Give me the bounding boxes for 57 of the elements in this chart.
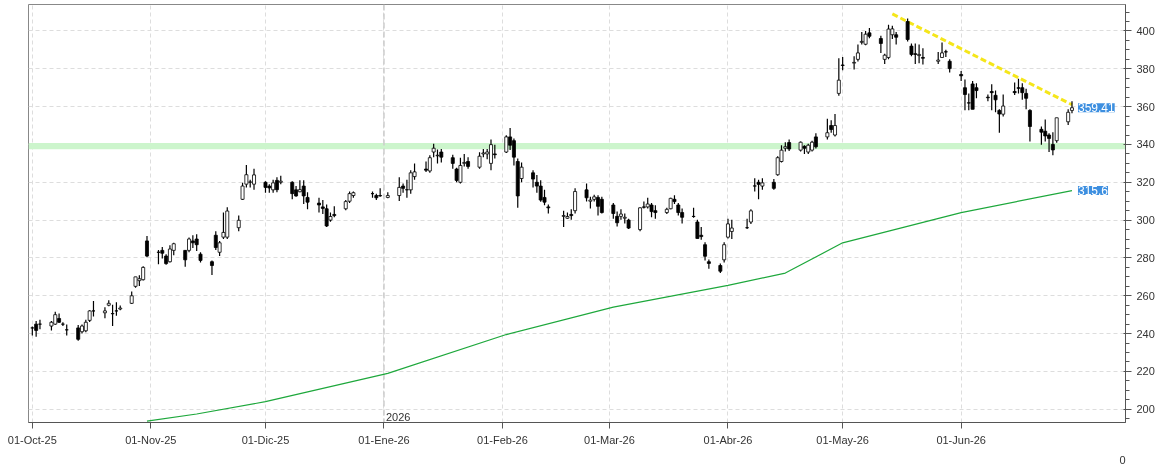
annotation: 359,41	[1077, 101, 1116, 116]
line-series	[146, 190, 1073, 422]
y-tick-label: 360	[1136, 100, 1155, 113]
candlestick	[722, 241, 727, 264]
candlestick	[538, 179, 543, 203]
y-tick-label: 220	[1136, 365, 1155, 378]
candlestick	[110, 304, 115, 327]
candlestick	[917, 43, 922, 64]
candlestick	[1028, 108, 1032, 143]
candlestick	[706, 258, 711, 270]
candlestick	[638, 206, 642, 232]
x-tick-label: 01-Nov-25	[125, 433, 177, 446]
candlestick	[836, 57, 841, 97]
candlestick	[190, 234, 195, 249]
candlestick	[959, 70, 964, 82]
y-tick-label: 320	[1136, 176, 1155, 189]
candlestick	[913, 42, 918, 65]
y-tick-label: 260	[1136, 289, 1155, 302]
candlestick	[703, 241, 707, 262]
y-tick-label: 380	[1136, 62, 1155, 75]
candlestick	[252, 168, 256, 191]
x-tick-label: 01-Oct-25	[7, 433, 57, 446]
candlestick	[680, 207, 685, 225]
candlestick	[38, 319, 42, 330]
x-tick-label: 01-Mar-26	[584, 433, 635, 446]
annotation: 315,6	[1077, 184, 1109, 199]
candlestick	[852, 55, 857, 71]
candlestick	[221, 211, 226, 240]
candlestick	[989, 83, 994, 111]
x-tick-label: 01-Abr-26	[703, 433, 753, 446]
candlestick	[905, 17, 910, 42]
candlestick	[878, 35, 883, 54]
candlestick	[424, 160, 428, 173]
ref-line-label: 2026	[385, 410, 411, 423]
x-tick-label: 01-Jun-26	[936, 433, 986, 446]
candlestick	[103, 306, 107, 319]
candlestick	[301, 179, 306, 205]
candlestick	[489, 138, 493, 171]
candlestick	[963, 78, 967, 111]
candlestick	[317, 197, 321, 214]
candlestick	[210, 259, 214, 276]
x-tick-label: 01-Feb-26	[477, 433, 528, 446]
y-tick-label: 200	[1136, 403, 1155, 416]
candlestick	[297, 179, 302, 193]
x-tick-label: 01-Dic-25	[241, 433, 290, 446]
y-tick-label: 240	[1136, 327, 1155, 340]
y-tick-label: 280	[1136, 251, 1155, 264]
y-tick-label: 300	[1136, 214, 1155, 227]
x-tick-label: 01-May-26	[816, 433, 869, 446]
text: 0	[1119, 453, 1126, 466]
y-tick-label: 340	[1136, 138, 1155, 151]
candlestick	[833, 113, 837, 138]
x-tick-label: 01-Ene-26	[358, 433, 410, 446]
candlestick	[920, 47, 925, 66]
candlestick	[596, 194, 600, 217]
candlestick	[397, 176, 402, 202]
y-tick-label: 400	[1136, 24, 1155, 37]
